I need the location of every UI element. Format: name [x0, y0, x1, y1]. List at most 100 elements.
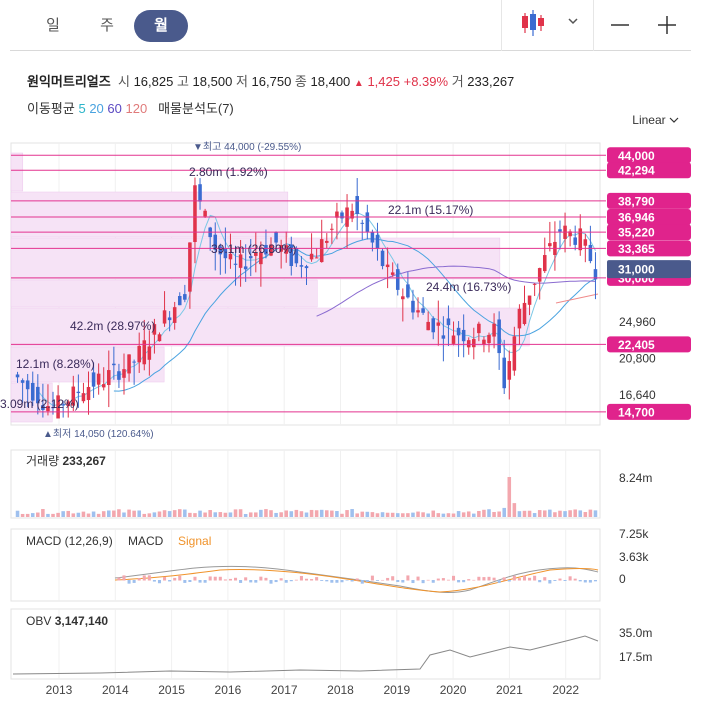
candle — [578, 228, 583, 251]
chart-type-selector[interactable] — [501, 0, 594, 51]
macd-histogram-bar — [203, 580, 207, 583]
volume-profile-label: 12.1m (8.28%) — [16, 357, 95, 371]
volume-bar — [96, 513, 101, 517]
macd-histogram-bar — [188, 580, 192, 583]
macd-histogram-bar — [588, 580, 592, 583]
macd-title: MACD (12,26,9) — [26, 534, 113, 548]
volume-bar — [248, 512, 253, 517]
volume-bar — [421, 512, 425, 517]
volume-bar — [314, 510, 319, 517]
macd-histogram-bar — [269, 580, 273, 584]
volume-bar — [107, 510, 111, 517]
volume-profile-label: 3.09m (2.12%) — [0, 397, 79, 411]
tab-day[interactable]: 일 — [46, 17, 60, 34]
minus-icon[interactable] — [605, 10, 635, 40]
volume-bar — [345, 510, 349, 517]
price-tick: 24,960 — [619, 315, 656, 329]
candle — [477, 323, 481, 334]
macd-histogram-bar — [467, 579, 471, 581]
candle — [426, 321, 430, 331]
volume-bar — [340, 513, 344, 517]
macd-signal-label: Signal — [178, 534, 211, 548]
macd-histogram-bar — [492, 577, 496, 581]
candle — [122, 369, 126, 378]
macd-histogram-bar — [335, 580, 339, 583]
volume-bar — [461, 512, 466, 517]
candle — [299, 265, 304, 267]
macd-histogram-bar — [330, 580, 334, 583]
chevron-down-icon — [669, 117, 679, 123]
macd-histogram-bar — [421, 580, 425, 584]
macd-histogram-bar — [173, 577, 177, 581]
low-label: 저 — [235, 74, 248, 89]
price-level-badge — [607, 224, 691, 241]
volume-bar — [553, 512, 557, 517]
candle — [101, 384, 106, 388]
macd-line — [114, 565, 599, 594]
volume-bar — [456, 511, 461, 517]
x-axis-label: 2014 — [102, 683, 129, 697]
candle — [172, 307, 177, 323]
volume-bar — [472, 513, 476, 517]
scale-selector[interactable]: Linear — [632, 113, 679, 127]
volume-bar — [451, 513, 456, 517]
macd-histogram-bar — [482, 577, 486, 581]
ma-20: 20 — [89, 101, 104, 116]
candle — [274, 232, 278, 243]
volume-bar — [365, 511, 370, 517]
candle — [213, 234, 218, 250]
candle — [461, 329, 466, 342]
volume-profile-bar — [10, 152, 24, 192]
macd-histogram-bar — [401, 580, 405, 583]
tab-week[interactable]: 주 — [100, 17, 114, 34]
macd-histogram-bar — [391, 576, 395, 581]
volume-bar — [522, 510, 527, 517]
macd-histogram-bar — [198, 580, 202, 583]
tab-month[interactable]: 월 — [134, 10, 188, 42]
candle — [198, 184, 202, 202]
candle — [380, 250, 385, 267]
volume-bar — [167, 511, 172, 517]
macd-histogram-bar — [477, 576, 481, 581]
candle — [390, 272, 395, 275]
candle — [497, 319, 501, 354]
macd-histogram-bar — [563, 580, 567, 581]
panel-frame — [10, 449, 601, 519]
candle — [137, 345, 141, 363]
macd-line-label: MACD — [128, 534, 164, 548]
moving-average-line — [555, 293, 599, 304]
candle — [502, 357, 506, 389]
top-bar: 일 주 월 — [10, 0, 691, 51]
change-arrow: ▲ — [353, 78, 364, 89]
candle — [451, 335, 456, 344]
plus-icon[interactable] — [652, 10, 682, 40]
candle — [238, 254, 243, 268]
candle — [401, 296, 405, 300]
volume-bar — [259, 509, 263, 517]
candle — [421, 308, 425, 313]
volume-bar — [233, 509, 238, 517]
volume-bar — [325, 510, 329, 517]
candle — [487, 334, 491, 344]
volume-bar — [360, 511, 365, 517]
volume-bar — [390, 512, 395, 517]
volume-bar — [446, 513, 451, 517]
macd-histogram-bar — [406, 575, 410, 581]
candle — [142, 340, 147, 365]
indicator-legend[interactable]: 이동평균 5 20 60 120 매물분석도(7) — [27, 98, 234, 117]
candle — [76, 391, 81, 394]
macd-histogram-bar — [304, 578, 309, 581]
macd-histogram-bar — [152, 580, 156, 582]
macd-histogram-bar — [538, 580, 542, 583]
candle — [96, 373, 101, 385]
macd-histogram-bar — [517, 578, 521, 581]
candle — [167, 317, 172, 321]
volume-profile-label: 22.1m (15.17%) — [388, 203, 473, 217]
volume-bar — [157, 511, 162, 517]
macd-histogram-bar — [223, 579, 227, 581]
obv-line — [12, 635, 599, 675]
candle — [558, 229, 562, 232]
volume-bar — [61, 511, 65, 517]
volume-bar — [588, 509, 593, 517]
